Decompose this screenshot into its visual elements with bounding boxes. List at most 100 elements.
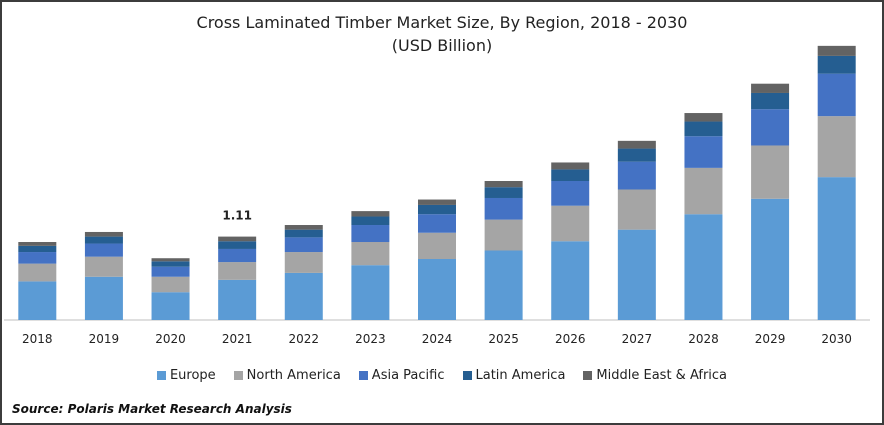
bar-segment-asia-pacific-2023	[351, 225, 390, 243]
data-label-2021: 1.11	[222, 209, 252, 223]
bar-segment-latin-america-2021	[218, 241, 257, 249]
x-tick-label-2026: 2026	[555, 332, 586, 346]
bar-segment-middle-east-africa-2030	[817, 45, 856, 56]
x-tick-label-2021: 2021	[222, 332, 253, 346]
bar-segment-latin-america-2030	[817, 55, 856, 74]
legend-swatch-north-america	[233, 371, 243, 380]
bar-segment-asia-pacific-2026	[551, 181, 590, 206]
legend-item-latin-america: Latin America	[462, 368, 566, 383]
chart-title: Cross Laminated Timber Market Size, By R…	[196, 13, 688, 32]
bar-segment-asia-pacific-2022	[284, 237, 323, 253]
x-tick-label-2030: 2030	[821, 332, 852, 346]
bar-segment-middle-east-africa-2027	[617, 140, 656, 149]
legend-swatch-middle-east-africa	[583, 371, 593, 380]
x-tick-label-2023: 2023	[355, 332, 386, 346]
x-tick-label-2025: 2025	[488, 332, 519, 346]
bar-segment-europe-2025	[484, 250, 523, 320]
bar-segment-north-america-2026	[551, 205, 590, 242]
bar-segment-north-america-2030	[817, 116, 856, 178]
x-tick-label-2022: 2022	[288, 332, 319, 346]
bar-segment-north-america-2024	[418, 232, 456, 259]
bar-segment-europe-2021	[218, 279, 257, 320]
bar-segment-latin-america-2019	[84, 236, 123, 244]
legend-label-asia-pacific: Asia Pacific	[371, 368, 445, 383]
bar-segment-europe-2026	[551, 241, 590, 320]
legend-label-north-america: North America	[246, 368, 341, 383]
x-tick-label-2028: 2028	[688, 332, 719, 346]
bar-segment-latin-america-2020	[151, 261, 190, 267]
legend-label-latin-america: Latin America	[475, 368, 566, 383]
bar-segment-middle-east-africa-2025	[484, 181, 523, 188]
bar-segment-north-america-2025	[484, 219, 523, 251]
bar-segment-europe-2022	[284, 272, 323, 320]
bar-segment-asia-pacific-2021	[218, 248, 257, 263]
bar-segment-middle-east-africa-2023	[351, 211, 390, 217]
bar-segment-asia-pacific-2025	[484, 197, 523, 220]
bar-segment-latin-america-2022	[284, 229, 323, 238]
bar-segment-latin-america-2024	[418, 204, 456, 215]
legend-label-middle-east-africa: Middle East & Africa	[596, 368, 728, 383]
bar-segment-middle-east-africa-2019	[84, 231, 123, 237]
bar-segment-europe-2019	[84, 276, 123, 320]
bar-segment-middle-east-africa-2029	[751, 83, 790, 93]
bar-segment-europe-2027	[617, 229, 656, 320]
x-tick-label-2020: 2020	[155, 332, 186, 346]
bar-segment-europe-2024	[418, 258, 456, 320]
stacked-bar-chart: 2018 2019 2020 1.11 2021 2022 2023 2024 2025 2026…	[4, 45, 870, 346]
bar-segment-europe-2020	[151, 292, 190, 320]
legend-item-asia-pacific: Asia Pacific	[358, 368, 445, 383]
x-tick-label-2029: 2029	[755, 332, 786, 346]
bar-segment-europe-2030	[817, 177, 856, 320]
bar-segment-latin-america-2018	[18, 245, 57, 253]
bar-segment-north-america-2019	[84, 256, 123, 277]
legend-swatch-latin-america	[462, 371, 472, 380]
bar-segment-asia-pacific-2029	[751, 109, 790, 146]
bar-segment-middle-east-africa-2022	[284, 225, 323, 230]
bar-segment-asia-pacific-2020	[151, 266, 190, 277]
x-tick-label-2018: 2018	[22, 332, 53, 346]
bar-segment-latin-america-2023	[351, 216, 390, 226]
bar-segment-latin-america-2025	[484, 187, 523, 198]
bar-segment-europe-2028	[684, 214, 723, 320]
bar-segment-middle-east-africa-2020	[151, 258, 190, 262]
bar-segment-middle-east-africa-2026	[551, 162, 590, 170]
bar-segment-latin-america-2029	[751, 92, 790, 110]
bar-segment-asia-pacific-2024	[418, 214, 456, 233]
legend-item-middle-east-africa: Middle East & Africa	[583, 368, 727, 383]
bar-segment-asia-pacific-2019	[84, 243, 123, 257]
source-note: Source: Polaris Market Research Analysis	[12, 402, 292, 416]
bar-segment-north-america-2018	[18, 263, 57, 282]
bar-segment-north-america-2027	[617, 189, 656, 230]
bar-segment-north-america-2023	[351, 242, 390, 266]
legend: Europe North America Asia Pacific Latin Ame…	[2, 368, 882, 383]
bar-segment-middle-east-africa-2024	[418, 199, 456, 205]
legend-label-europe: Europe	[169, 368, 216, 383]
bar-segment-north-america-2021	[218, 262, 257, 280]
chart-subtitle: (USD Billion)	[391, 36, 493, 55]
bar-segment-north-america-2028	[684, 167, 723, 215]
bar-segment-latin-america-2028	[684, 121, 723, 137]
bar-segment-latin-america-2026	[551, 169, 590, 181]
legend-swatch-europe	[156, 371, 166, 380]
bar-segment-europe-2018	[18, 281, 57, 320]
x-tick-label-2024: 2024	[422, 332, 453, 346]
bar-segment-asia-pacific-2028	[684, 136, 723, 168]
legend-item-north-america: North America	[233, 368, 341, 383]
bar-segment-north-america-2020	[151, 276, 190, 293]
bar-segment-north-america-2029	[751, 145, 790, 199]
bar-segment-europe-2023	[351, 265, 390, 320]
bar-segment-asia-pacific-2018	[18, 252, 57, 264]
legend-swatch-asia-pacific	[358, 371, 368, 380]
bar-segment-middle-east-africa-2018	[18, 242, 57, 246]
x-tick-label-2019: 2019	[89, 332, 120, 346]
bar-segment-asia-pacific-2030	[817, 73, 856, 117]
bar-segment-europe-2029	[751, 198, 790, 320]
bar-segment-asia-pacific-2027	[617, 161, 656, 190]
bar-segment-middle-east-africa-2021	[218, 236, 257, 242]
legend-item-europe: Europe	[156, 368, 216, 383]
bar-segment-latin-america-2027	[617, 148, 656, 162]
x-tick-label-2027: 2027	[622, 332, 653, 346]
bar-segment-north-america-2022	[284, 252, 323, 273]
bar-segment-middle-east-africa-2028	[684, 113, 723, 122]
